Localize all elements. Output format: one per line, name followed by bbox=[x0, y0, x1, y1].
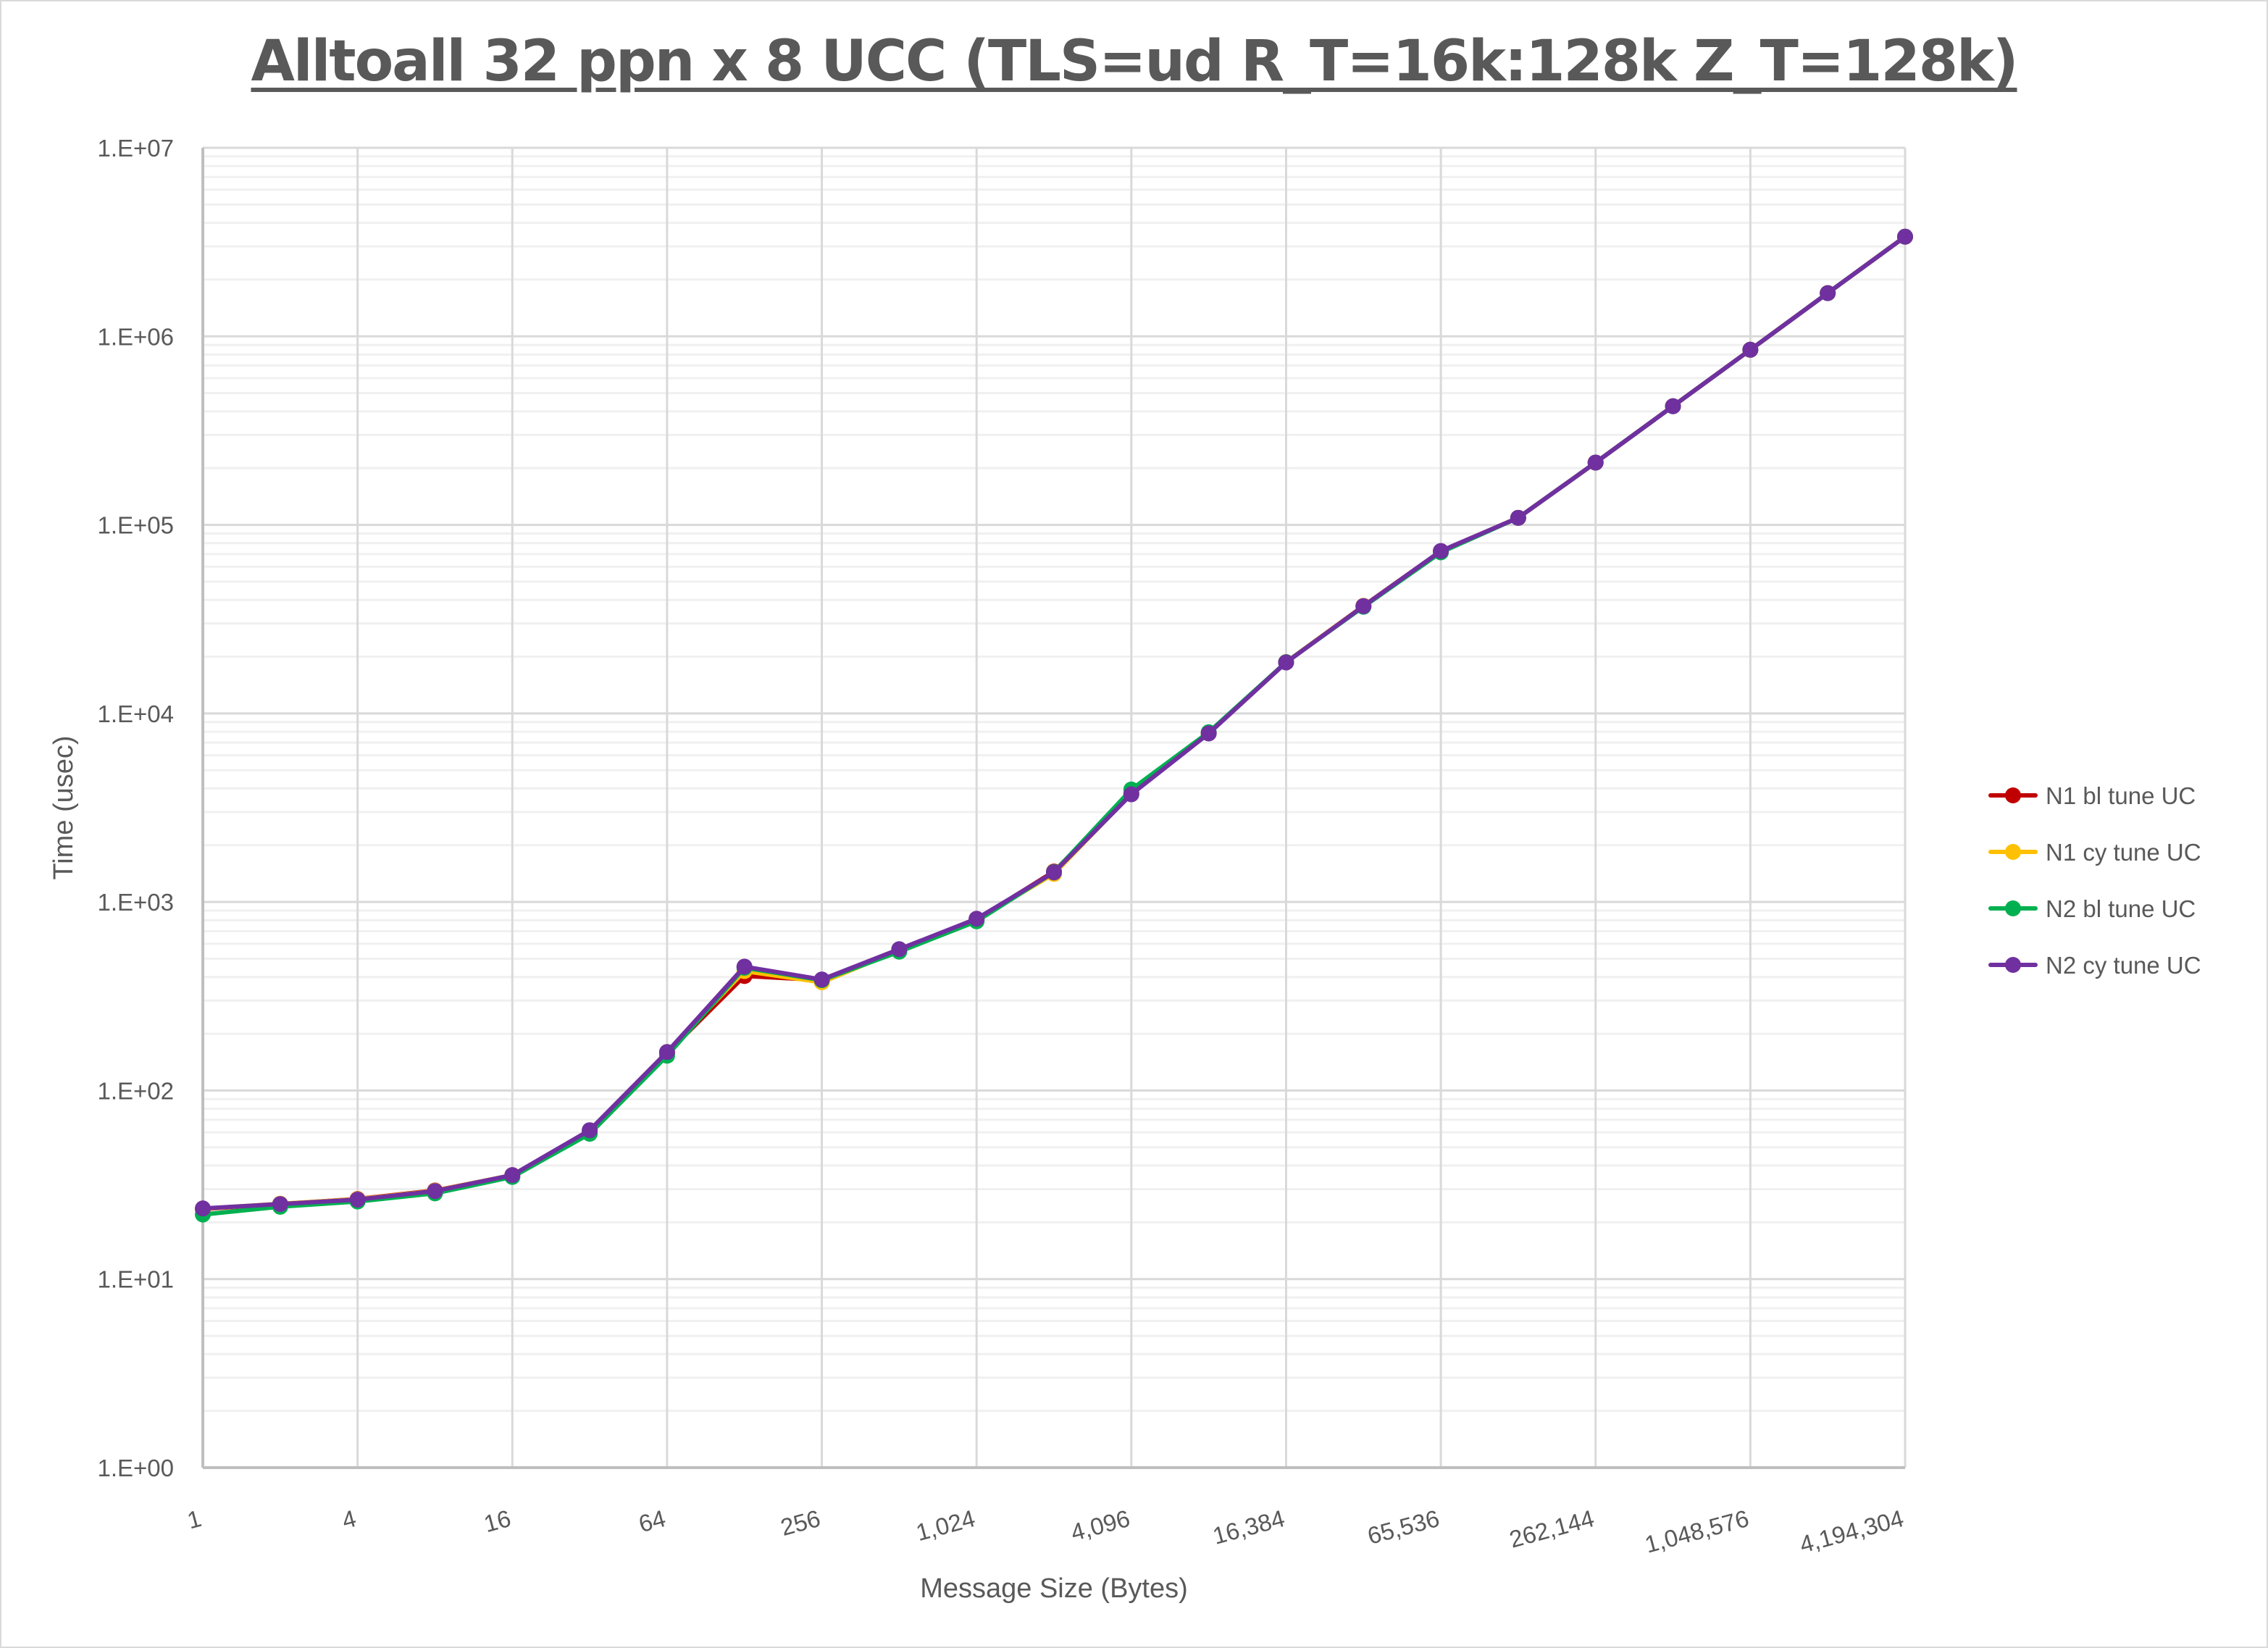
data-point-marker bbox=[968, 911, 985, 927]
data-point-marker bbox=[891, 941, 908, 958]
legend-label: N1 cy tune UC bbox=[2046, 839, 2201, 866]
x-tick-label: 16 bbox=[481, 1505, 514, 1537]
legend-item: N2 cy tune UC bbox=[1988, 952, 2201, 979]
data-point-marker bbox=[736, 958, 753, 975]
data-point-marker bbox=[504, 1167, 521, 1184]
data-point-marker bbox=[427, 1183, 443, 1200]
series-line bbox=[202, 235, 1907, 1217]
x-tick-label: 262,144 bbox=[1507, 1505, 1597, 1553]
x-tick-label: 16,384 bbox=[1210, 1505, 1287, 1549]
legend-label: N1 bl tune UC bbox=[2046, 782, 2196, 809]
y-tick-label: 1.E+06 bbox=[97, 323, 174, 350]
y-tick-label: 1.E+01 bbox=[97, 1266, 174, 1293]
x-tick-label: 1,048,576 bbox=[1642, 1505, 1752, 1558]
x-tick-label: 65,536 bbox=[1365, 1505, 1442, 1549]
data-point-marker bbox=[1820, 285, 1836, 301]
data-point-marker bbox=[272, 1196, 288, 1213]
data-point-marker bbox=[1665, 398, 1681, 414]
data-point-marker bbox=[1046, 864, 1062, 881]
x-axis-title: Message Size (Bytes) bbox=[920, 1573, 1188, 1604]
data-point-marker bbox=[658, 1044, 675, 1061]
y-axis-title: Time (usec) bbox=[49, 735, 79, 879]
legend-label: N2 cy tune UC bbox=[2046, 952, 2201, 979]
data-point-marker bbox=[813, 971, 830, 988]
legend-marker-icon bbox=[2005, 900, 2021, 916]
y-tick-label: 1.E+05 bbox=[97, 512, 174, 539]
legend-item: N1 bl tune UC bbox=[1988, 782, 2196, 809]
legend-marker-icon bbox=[2005, 957, 2021, 973]
y-tick-label: 1.E+02 bbox=[97, 1077, 174, 1104]
x-tick-label: 4 bbox=[339, 1505, 359, 1534]
data-point-marker bbox=[1510, 509, 1526, 526]
legend-item: N1 cy tune UC bbox=[1988, 839, 2201, 866]
data-point-marker bbox=[1742, 341, 1759, 358]
series-n2-cy-tune-uc bbox=[195, 228, 1913, 1217]
data-point-marker bbox=[1200, 725, 1217, 742]
data-point-marker bbox=[1355, 598, 1372, 614]
data-point-marker bbox=[1587, 454, 1604, 471]
legend-label: N2 bl tune UC bbox=[2046, 895, 2196, 922]
data-point-marker bbox=[1278, 654, 1294, 671]
legend-marker-icon bbox=[2005, 844, 2021, 860]
data-point-marker bbox=[349, 1191, 366, 1208]
chart-title: Alltoall 32 ppn x 8 UCC (TLS=ud R_T=16k:… bbox=[251, 29, 2018, 94]
y-tick-label: 1.E+04 bbox=[97, 700, 174, 727]
y-tick-label: 1.E+03 bbox=[97, 889, 174, 916]
data-point-marker bbox=[582, 1122, 598, 1139]
y-tick-label: 1.E+07 bbox=[97, 135, 174, 162]
legend-item: N2 bl tune UC bbox=[1988, 895, 2196, 922]
x-tick-label: 1,024 bbox=[913, 1505, 978, 1546]
y-tick-label: 1.E+00 bbox=[97, 1455, 174, 1481]
x-tick-label: 64 bbox=[636, 1505, 669, 1537]
data-point-marker bbox=[1433, 543, 1449, 559]
x-tick-label: 4,194,304 bbox=[1796, 1505, 1906, 1558]
data-point-marker bbox=[195, 1200, 211, 1217]
x-tick-label: 256 bbox=[778, 1505, 824, 1541]
data-point-marker bbox=[1897, 228, 1913, 245]
x-tick-label: 4,096 bbox=[1068, 1505, 1132, 1546]
data-point-marker bbox=[1123, 786, 1139, 803]
legend-marker-icon bbox=[2005, 787, 2021, 803]
x-tick-label: 1 bbox=[185, 1505, 204, 1534]
